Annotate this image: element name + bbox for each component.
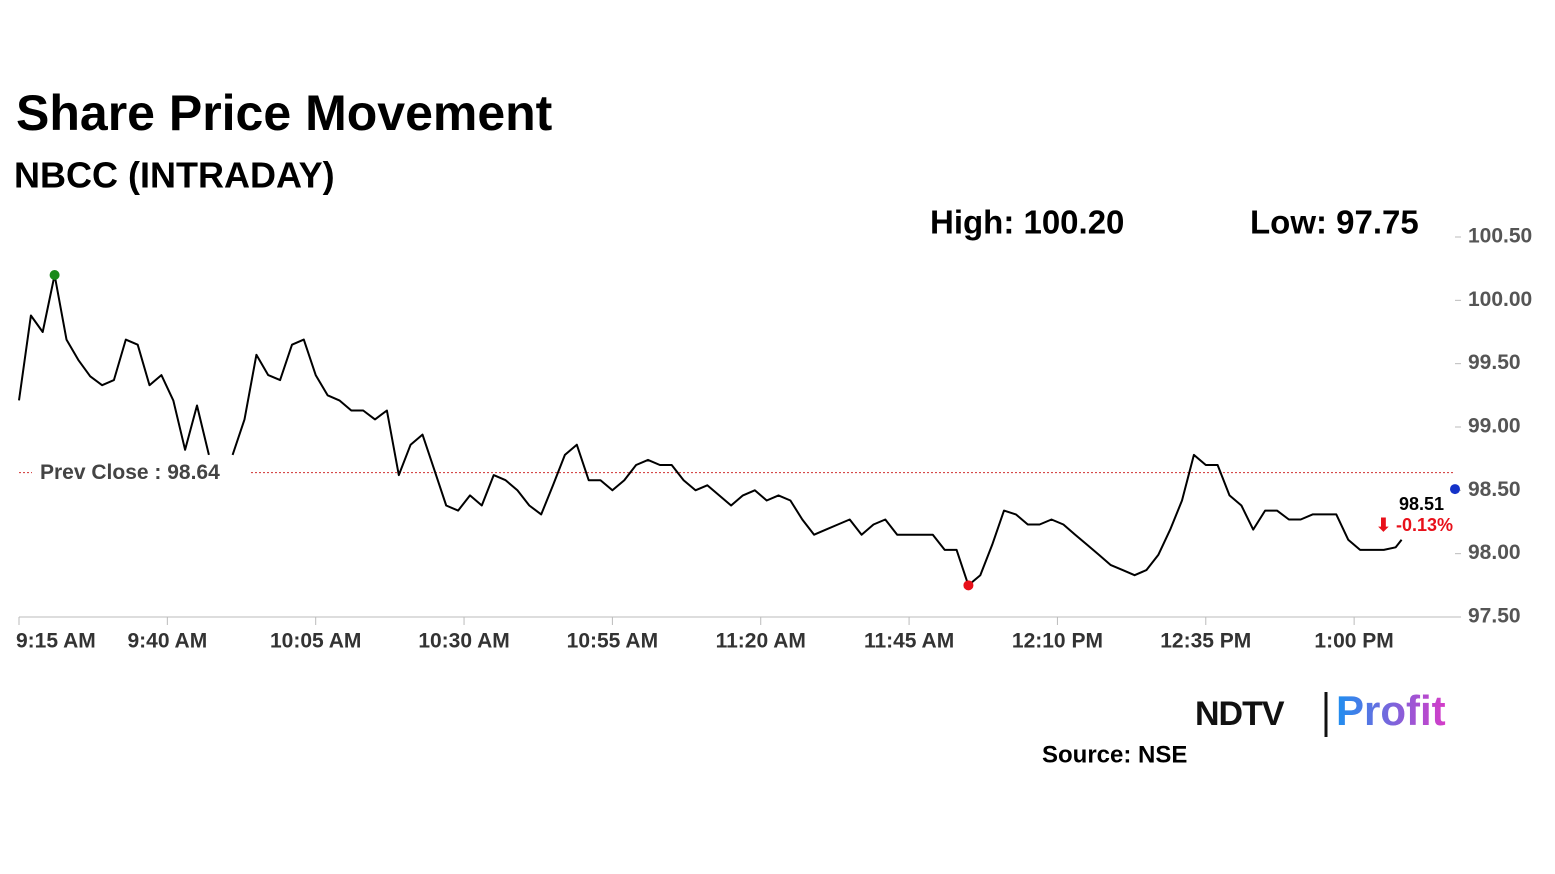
high-label: High: 100.20 (930, 204, 1124, 241)
x-tick-label: 9:40 AM (127, 630, 207, 653)
y-tick-label: 97.50 (1468, 605, 1521, 628)
logo-product: Profit (1336, 687, 1446, 734)
x-tick-label: 10:05 AM (270, 630, 361, 653)
prev-close-label: Prev Close : 98.64 (40, 461, 220, 484)
logo-brand: NDTV (1195, 695, 1285, 733)
x-tick-label: 11:45 AM (864, 630, 954, 653)
chart-subtitle: NBCC (INTRADAY) (14, 155, 335, 196)
high-marker (49, 270, 60, 280)
prev-close-bg (32, 458, 250, 487)
source: Source: NSE (1042, 741, 1187, 768)
x-tick-label: 12:35 PM (1160, 630, 1251, 653)
change-label: ⬇ -0.13% (1376, 515, 1453, 535)
y-tick-label: 99.00 (1468, 415, 1521, 438)
y-tick-label: 100.00 (1468, 288, 1532, 311)
x-tick-label: 10:30 AM (418, 630, 509, 653)
chart-title: Share Price Movement (16, 85, 553, 141)
x-tick-label: 1:00 PM (1314, 630, 1393, 653)
x-tick-label: 11:20 AM (716, 630, 806, 653)
x-tick-label: 9:15 AM (16, 630, 96, 653)
price-line (18, 274, 1403, 587)
x-tick-label: 10:55 AM (567, 630, 658, 653)
x-tick-label: 12:10 PM (1012, 630, 1103, 653)
last-marker (1450, 484, 1460, 495)
low-marker (963, 580, 974, 591)
y-tick-label: 98.50 (1468, 478, 1521, 501)
last-label: 98.51 (1399, 494, 1444, 514)
y-tick-label: 100.50 (1468, 225, 1532, 248)
y-tick-label: 98.00 (1468, 541, 1521, 564)
low-label: Low: 97.75 (1250, 204, 1419, 241)
y-tick-label: 99.50 (1468, 351, 1521, 374)
